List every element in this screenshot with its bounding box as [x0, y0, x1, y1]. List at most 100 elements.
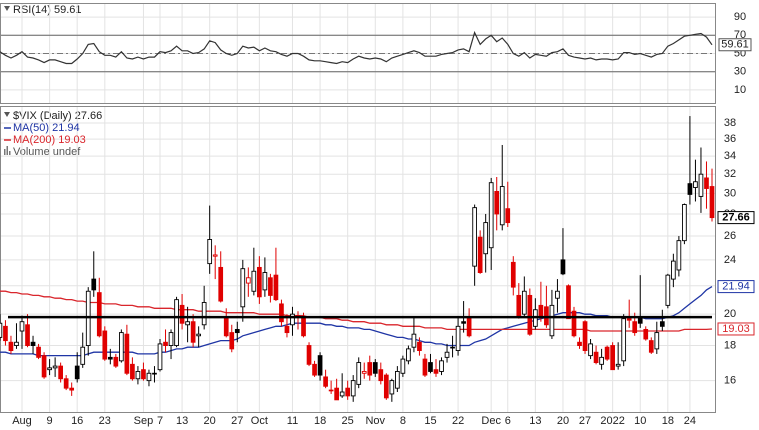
candle-body [494, 190, 500, 215]
ma-tag [717, 322, 755, 336]
x-tick-label: 8 [400, 415, 406, 427]
candle-body [599, 356, 604, 365]
candle-body [417, 341, 422, 352]
volume-legend: Volume undef [13, 146, 81, 158]
candle-body [234, 328, 240, 334]
candle-body [284, 325, 290, 334]
candle-body [444, 351, 450, 358]
rsi-line [0, 30, 713, 65]
price-tag [717, 211, 755, 225]
ma-tag-label: 21.94 [722, 281, 750, 293]
candle-body [196, 333, 201, 337]
candle-body [499, 186, 505, 226]
candle-body [615, 363, 621, 367]
candle-body [654, 332, 660, 350]
x-tick-label: 16 [71, 415, 83, 427]
price-title: $VIX (Daily) 27.66 [13, 110, 102, 122]
candle-body [141, 369, 146, 380]
candle-body [632, 321, 638, 334]
candle-body [350, 380, 356, 397]
candle-body [190, 321, 196, 343]
y-tick-label: 32 [724, 168, 736, 180]
candle-body [36, 346, 41, 358]
candle-body [323, 376, 328, 387]
candle-body [577, 341, 582, 346]
x-tick-label: 20 [557, 415, 569, 427]
candle-body [130, 363, 135, 380]
candle-body [361, 371, 367, 374]
candle-body [676, 240, 682, 271]
candle-body [240, 268, 246, 308]
ma-tag-label: 19.03 [722, 323, 750, 335]
price-icon [4, 112, 10, 117]
candle-body [671, 260, 676, 280]
candle-body [63, 378, 69, 389]
rsi-icon [4, 6, 10, 11]
x-tick-label: Sep [134, 415, 154, 427]
candle-body [516, 294, 522, 317]
candle-body [345, 387, 351, 397]
candle-body [566, 285, 571, 320]
y-tick-label: 30 [734, 66, 746, 78]
candle-body [709, 186, 715, 219]
candle-body [339, 391, 345, 397]
candle-body [268, 277, 273, 296]
x-tick-label: Nov [365, 415, 385, 427]
candle-body [146, 372, 152, 382]
candle-body [58, 365, 63, 380]
candle-body [47, 367, 52, 371]
y-tick-label: 18 [724, 339, 736, 351]
legend-label: MA(200) 19.03 [13, 134, 86, 146]
x-tick-label: 24 [684, 415, 696, 427]
moving-average [0, 286, 713, 357]
candle-body [185, 321, 190, 326]
candle-body [30, 341, 36, 346]
candle-body [251, 270, 257, 292]
candle-body [400, 358, 406, 374]
candle-body [157, 343, 163, 371]
x-tick-label: 25 [342, 415, 354, 427]
candle-body [218, 266, 224, 302]
candle-body [698, 173, 704, 197]
x-tick-label: 2022 [600, 415, 624, 427]
candle-body [477, 236, 483, 273]
candle-body [168, 332, 174, 346]
candle-body [91, 278, 97, 291]
candle-body [223, 316, 229, 337]
y-tick-label: 36 [724, 133, 736, 145]
candle-body [174, 299, 179, 346]
candle-body [505, 208, 511, 224]
candle-body [14, 341, 19, 346]
candle-body [621, 318, 627, 362]
candle-body [80, 346, 86, 365]
candle-body [395, 371, 400, 389]
candle-body [113, 356, 119, 367]
candle-body [312, 363, 317, 376]
candle-body [245, 277, 251, 284]
candle-body [483, 222, 489, 255]
candle-body [549, 304, 555, 337]
y-tick-label: 16 [724, 375, 736, 387]
candle-body [687, 183, 693, 195]
candle-body [428, 362, 433, 372]
x-tick-label: 10 [634, 415, 646, 427]
candle-body [538, 304, 544, 317]
y-tick-label: 20 [724, 308, 736, 320]
candle-body [383, 374, 389, 399]
candle-body [521, 290, 527, 315]
candle-body [643, 328, 649, 340]
candle-body [648, 340, 654, 353]
candle-body [571, 310, 577, 337]
candle-body [317, 355, 323, 376]
candle-body [41, 355, 47, 378]
candle-body [69, 387, 75, 391]
candle-body [411, 333, 417, 348]
candle-body [152, 372, 157, 375]
candle-body [527, 294, 533, 335]
rsi-title: RSI(14) 59.61 [13, 4, 81, 16]
y-tick-label: 38 [724, 117, 736, 129]
x-tick-label: 22 [452, 415, 464, 427]
x-tick-label: 20 [204, 415, 216, 427]
y-tick-label: 90 [734, 11, 746, 23]
